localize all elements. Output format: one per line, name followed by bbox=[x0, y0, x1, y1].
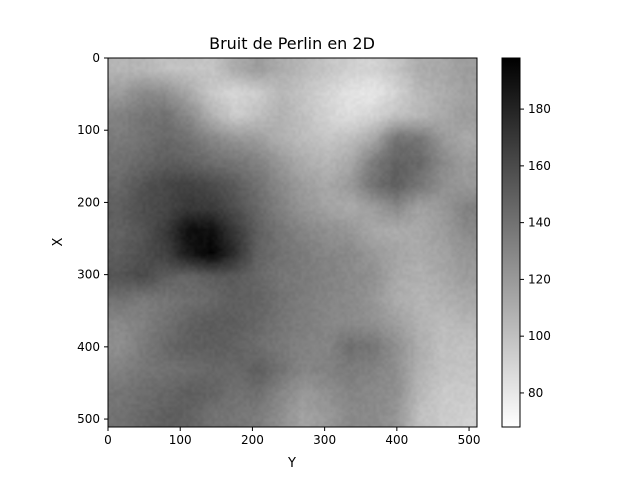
y-tick-label: 400 bbox=[77, 340, 100, 354]
y-axis-ticks: 0 100 200 300 400 500 bbox=[77, 51, 108, 426]
colorbar-tick-label: 100 bbox=[528, 329, 551, 343]
colorbar-ticks: 80 100 120 140 160 180 bbox=[520, 102, 551, 400]
x-tick-label: 100 bbox=[169, 433, 192, 447]
x-tick-label: 300 bbox=[313, 433, 336, 447]
y-tick-label: 500 bbox=[77, 412, 100, 426]
heatmap-image bbox=[108, 58, 477, 427]
x-tick-label: 400 bbox=[385, 433, 408, 447]
x-tick-label: 500 bbox=[458, 433, 481, 447]
colorbar-tick-label: 120 bbox=[528, 272, 551, 286]
x-tick-label: 200 bbox=[241, 433, 264, 447]
x-axis-label: Y bbox=[287, 456, 296, 471]
y-tick-label: 100 bbox=[77, 123, 100, 137]
colorbar-tick-label: 80 bbox=[528, 386, 543, 400]
colorbar-tick-label: 140 bbox=[528, 216, 551, 230]
chart-title: Bruit de Perlin en 2D bbox=[209, 34, 375, 53]
x-axis-ticks: 0 100 200 300 400 500 bbox=[104, 427, 481, 447]
y-axis-label: X bbox=[51, 237, 66, 246]
plot-frame bbox=[107, 57, 478, 428]
colorbar: 80 100 120 140 160 180 bbox=[501, 57, 551, 428]
y-tick-label: 300 bbox=[77, 268, 100, 282]
colorbar-tick-label: 160 bbox=[528, 159, 551, 173]
y-tick-label: 200 bbox=[77, 195, 100, 209]
colorbar-gradient bbox=[501, 57, 521, 428]
y-tick-label: 0 bbox=[92, 51, 100, 65]
x-tick-label: 0 bbox=[104, 433, 112, 447]
colorbar-tick-label: 180 bbox=[528, 102, 551, 116]
heatmap-area bbox=[107, 57, 478, 428]
